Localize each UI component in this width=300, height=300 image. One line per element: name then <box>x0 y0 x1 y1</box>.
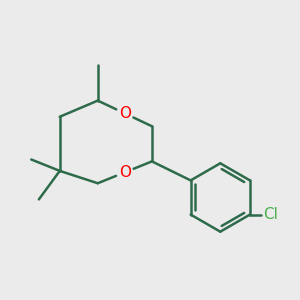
Text: O: O <box>119 165 131 180</box>
Text: O: O <box>119 106 131 121</box>
Text: Cl: Cl <box>263 207 278 222</box>
